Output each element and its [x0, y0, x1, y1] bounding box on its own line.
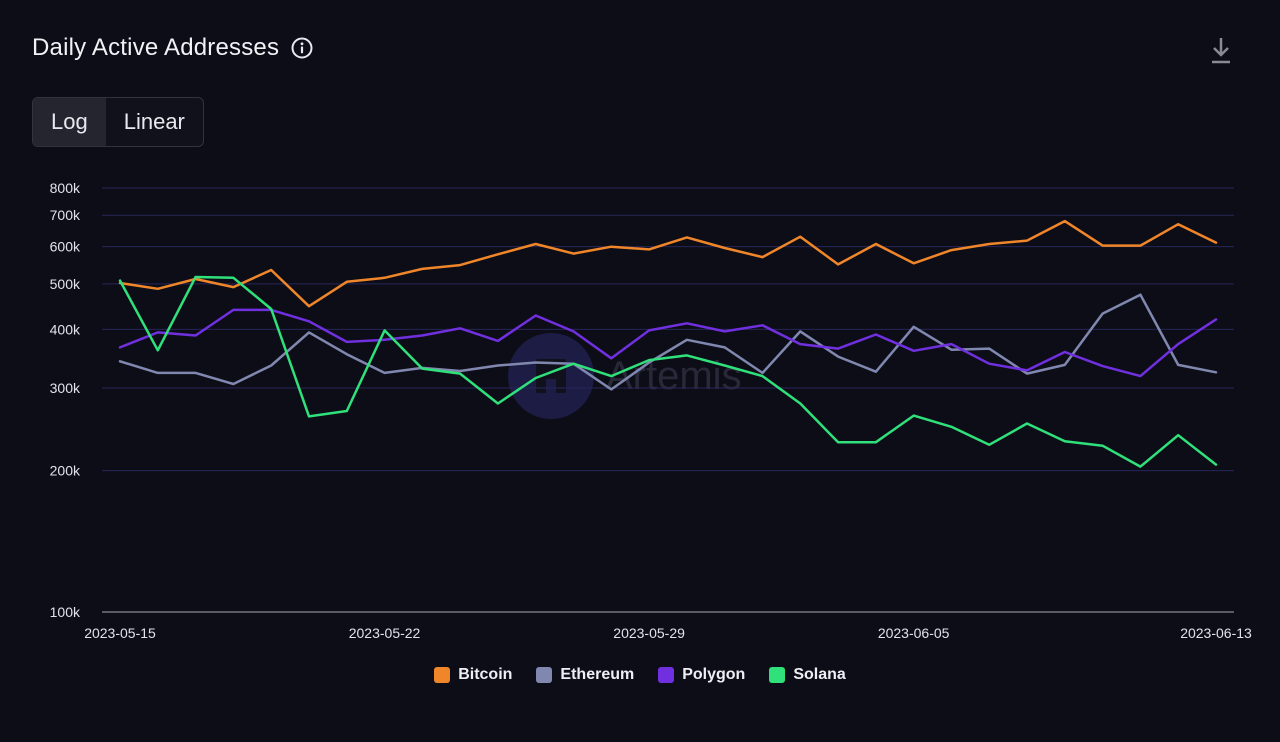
legend-swatch-bitcoin [434, 667, 451, 683]
legend-swatch-solana [769, 667, 786, 683]
x-tick-label: 2023-05-15 [84, 625, 156, 641]
y-tick-label: 600k [50, 239, 81, 255]
x-tick-label: 2023-06-13 [1180, 625, 1252, 641]
legend-label-bitcoin: Bitcoin [458, 666, 513, 683]
legend-label-polygon: Polygon [682, 666, 746, 683]
scale-toggle: Log Linear [32, 97, 204, 147]
series-line-bitcoin [118, 219, 1218, 308]
watermark: Artemis [508, 333, 742, 419]
legend-item-solana[interactable]: Solana [769, 666, 846, 684]
y-tick-label: 100k [50, 604, 81, 620]
y-tick-label: 300k [50, 380, 81, 396]
watermark-logo-icon [508, 333, 594, 419]
legend-item-bitcoin[interactable]: Bitcoin [434, 666, 512, 684]
y-tick-label: 200k [50, 463, 81, 479]
y-tick-label: 400k [50, 321, 81, 337]
legend-label-solana: Solana [793, 666, 846, 683]
series-line-polygon [118, 308, 1218, 378]
legend-swatch-ethereum [536, 667, 553, 683]
legend-label-ethereum: Ethereum [560, 666, 635, 683]
watermark-text: Artemis [606, 353, 742, 398]
info-icon[interactable] [291, 37, 313, 59]
chart-header: Daily Active Addresses [32, 34, 313, 62]
chart-legend: Bitcoin Ethereum Polygon Solana [0, 666, 1280, 684]
series-line-ethereum [118, 293, 1218, 391]
scale-option-log[interactable]: Log [33, 98, 106, 146]
x-tick-label: 2023-05-22 [349, 625, 421, 641]
legend-item-ethereum[interactable]: Ethereum [536, 666, 634, 684]
y-tick-label: 500k [50, 276, 81, 292]
download-icon[interactable] [1208, 36, 1234, 66]
chart-title: Daily Active Addresses [32, 34, 280, 61]
legend-swatch-polygon [658, 667, 675, 683]
series-line-solana [118, 275, 1218, 468]
x-tick-label: 2023-06-05 [878, 625, 950, 641]
y-tick-label: 800k [50, 180, 81, 196]
legend-item-polygon[interactable]: Polygon [658, 666, 745, 684]
y-tick-label: 700k [50, 207, 81, 223]
x-tick-label: 2023-05-29 [613, 625, 685, 641]
scale-option-linear[interactable]: Linear [123, 109, 185, 134]
